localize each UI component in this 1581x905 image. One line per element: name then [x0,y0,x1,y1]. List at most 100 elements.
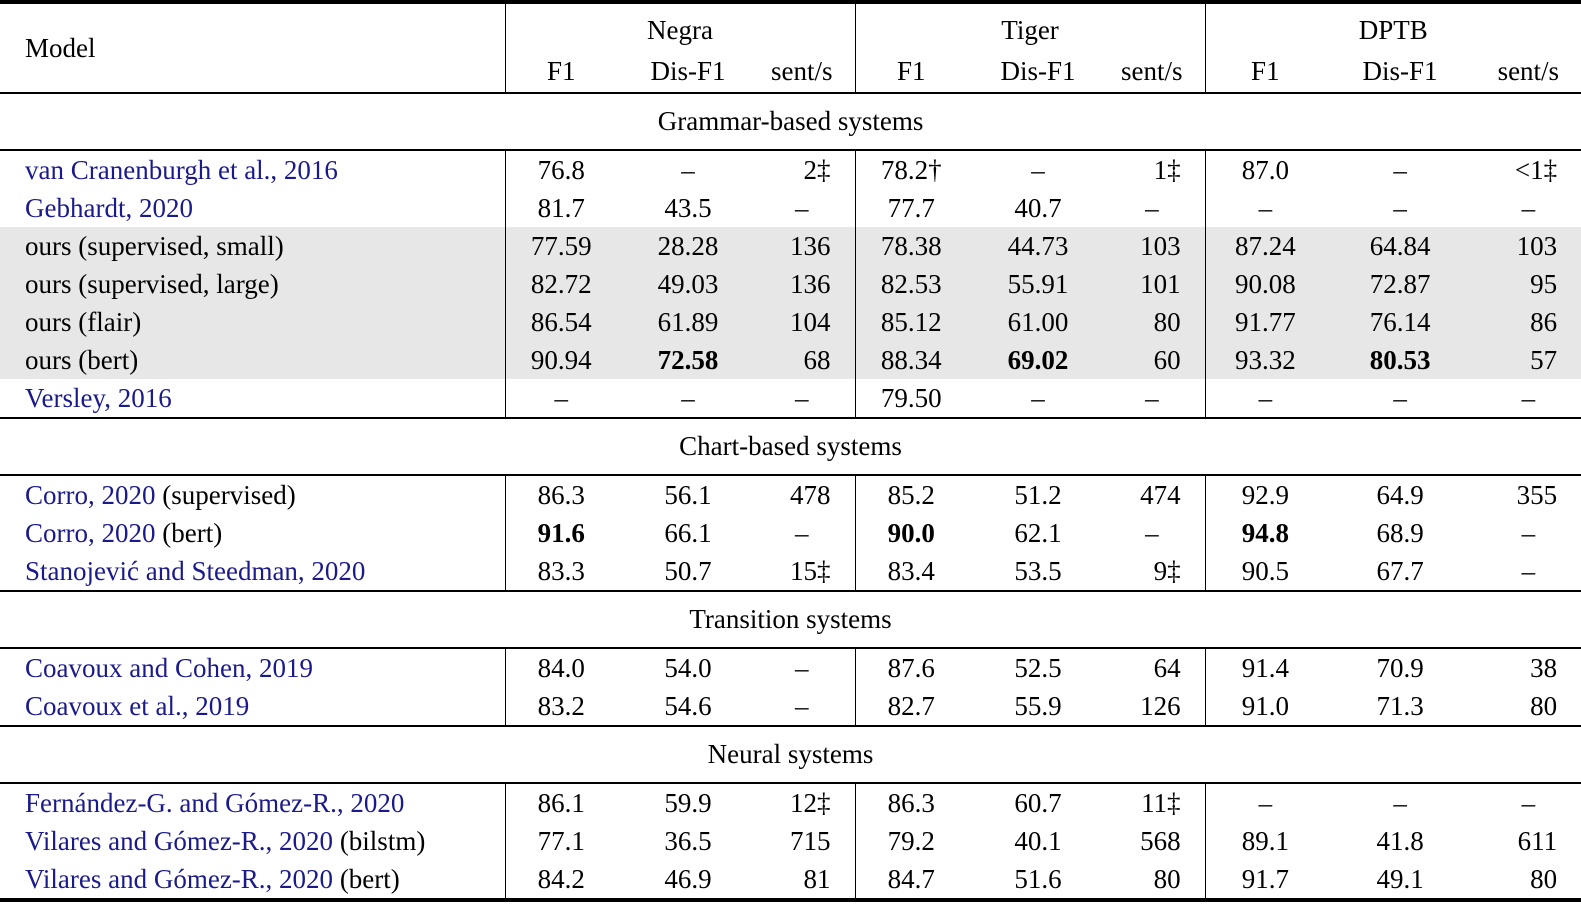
value-cell: 64.84 [1369,230,1431,261]
value-cell: 84.0 [504,648,617,687]
value-cell: 64 [1153,652,1181,683]
value-cell: 51.2 [1014,479,1062,510]
value-cell: 72.87 [1369,268,1431,299]
value-cell: 53.5 [1014,555,1062,586]
column-header-dptb-disf1: Dis-F1 [1325,50,1476,94]
value-cell: 49.1 [1376,863,1424,894]
citation-link[interactable]: Vilares and Gómez-R., 2020 [25,825,334,856]
value-cell: 83.3 [504,552,617,591]
section-title: Transition systems [0,590,1581,649]
value-cell: 82.72 [504,265,617,303]
value-cell: 80 [1530,863,1558,894]
value-cell: – [504,379,617,418]
table-row: Fernández-G. and Gómez-R., 2020 86.1 59.9 1… [0,783,1581,822]
value-cell: 93.32 [1204,341,1326,379]
value-cell: – [795,382,809,413]
section-title: Chart-based systems [0,417,1581,476]
citation-link[interactable]: Stanojević and Steedman, 2020 [25,555,366,586]
model-cell: Vilares and Gómez-R., 2020 (bilstm) [0,822,505,860]
model-label: ours (supervised, large) [25,268,279,299]
citation-link[interactable]: van Cranenburgh et al., 2016 [25,154,338,185]
table-row: ours (supervised, large) 82.72 49.03 136 82.… [0,265,1581,303]
citation-link[interactable]: Corro, 2020 [25,479,156,510]
table-row: ours (flair) 86.54 61.89 104 85.12 61.00 80 91.… [0,303,1581,341]
model-cell: ours (supervised, large) [0,265,505,303]
value-cell: 82.53 [854,265,968,303]
value-cell: 83.4 [854,552,968,591]
value-cell: 568 [1140,825,1181,856]
value-cell: 28.28 [657,230,719,261]
header-sub-row: F1 Dis-F1 sent/s F1 Dis-F1 sent/s F1 Dis… [0,50,1581,94]
value-cell: 87.0 [1204,150,1326,189]
value-cell: 85.12 [854,303,968,341]
model-cell: Stanojević and Steedman, 2020 [0,552,505,591]
value-cell: 2‡ [803,154,831,185]
citation-link[interactable]: Vilares and Gómez-R., 2020 [25,863,334,894]
value-cell: 78.2† [854,150,968,189]
value-cell: – [1521,382,1536,413]
model-cell: Vilares and Gómez-R., 2020 (bert) [0,860,505,900]
column-group-negra: Negra [504,2,856,50]
value-cell: 71.3 [1376,690,1424,721]
value-cell: – [1031,154,1045,185]
value-cell: – [795,690,809,721]
value-cell: 59.9 [664,787,712,818]
table-row: Coavoux and Cohen, 2019 84.0 54.0 – 87.6 52.5… [0,648,1581,687]
value-cell: 43.5 [664,192,712,223]
column-header-tiger-disf1: Dis-F1 [967,50,1110,94]
citation-link[interactable]: Coavoux et al., 2019 [25,690,250,721]
value-cell: – [795,652,809,683]
table-row: van Cranenburgh et al., 2016 76.8 – 2‡ 78.2†… [0,150,1581,189]
model-label: (supervised) [155,479,296,510]
value-cell: – [1393,154,1407,185]
value-cell: 80 [1530,690,1558,721]
value-cell: 67.7 [1376,555,1424,586]
table-row: Corro, 2020 (supervised) 86.3 56.1 478 85.2 5… [0,475,1581,514]
citation-link[interactable]: Versley, 2016 [25,382,172,413]
value-cell: 80.53 [1369,344,1431,375]
column-header-tiger-f1: F1 [854,50,968,94]
table-row: Vilares and Gómez-R., 2020 (bilstm) 77.1 3… [0,822,1581,860]
value-cell: 90.08 [1204,265,1326,303]
value-cell: 40.7 [1014,192,1062,223]
value-cell: 101 [1140,268,1181,299]
column-header-model: Model [0,2,505,94]
citation-link[interactable]: Gebhardt, 2020 [25,192,193,223]
value-cell: – [795,517,809,548]
value-cell: – [1521,192,1536,223]
value-cell: 81 [803,863,831,894]
table-row: Gebhardt, 2020 81.7 43.5 – 77.7 40.7 – – – – [0,189,1581,227]
value-cell: 40.1 [1014,825,1062,856]
table-row: ours (supervised, small) 77.59 28.28 136 78.… [0,227,1581,265]
model-label: ours (bert) [25,344,139,375]
value-cell: 77.7 [854,189,968,227]
table-row: Stanojević and Steedman, 2020 83.3 50.7 15‡… [0,552,1581,591]
column-header-negra-f1: F1 [504,50,617,94]
section-title: Grammar-based systems [0,92,1581,151]
citation-link[interactable]: Fernández-G. and Gómez-R., 2020 [25,787,405,818]
section-header-row: Chart-based systems [0,417,1581,476]
model-cell: Corro, 2020 (bert) [0,514,505,552]
value-cell: 87.24 [1204,227,1326,265]
model-cell: Gebhardt, 2020 [0,189,505,227]
citation-link[interactable]: Coavoux and Cohen, 2019 [25,652,313,683]
section-header-row: Grammar-based systems [0,92,1581,151]
value-cell: 611 [1517,825,1558,856]
column-header-tiger-sents: sent/s [1109,50,1206,94]
table-row: Vilares and Gómez-R., 2020 (bert) 84.2 46.… [0,860,1581,900]
value-cell: – [681,154,695,185]
column-header-dptb-sents: sent/s [1475,50,1581,94]
value-cell: – [1393,787,1407,818]
value-cell: 12‡ [790,787,831,818]
model-cell: Corro, 2020 (supervised) [0,475,505,514]
value-cell: 50.7 [664,555,712,586]
table-row: Coavoux et al., 2019 83.2 54.6 – 82.7 55.9 126… [0,687,1581,726]
value-cell: – [1521,787,1536,818]
citation-link[interactable]: Corro, 2020 [25,517,156,548]
value-cell: 1‡ [1153,154,1181,185]
value-cell: 11‡ [1141,787,1181,818]
value-cell: 91.7 [1204,860,1326,900]
column-header-negra-disf1: Dis-F1 [617,50,759,94]
